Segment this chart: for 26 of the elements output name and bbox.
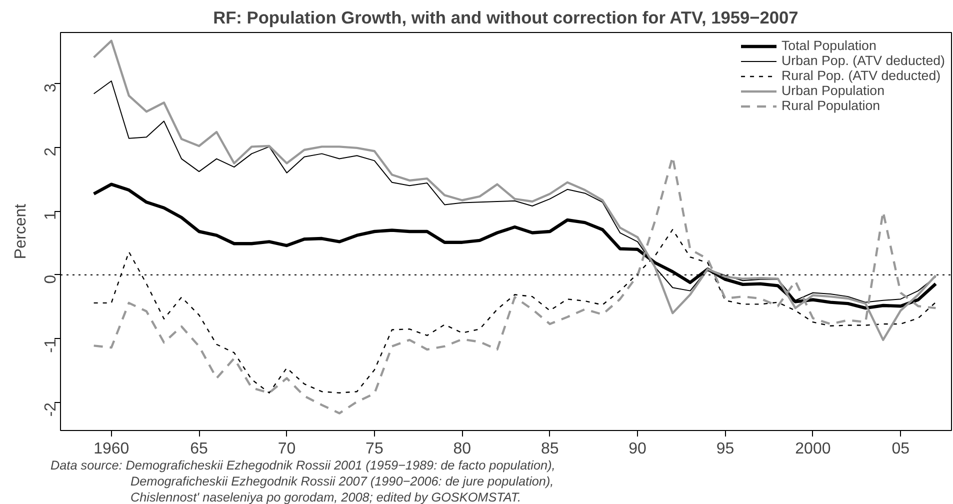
legend-label: Urban Pop. (ATV deducted) — [782, 53, 945, 68]
x-tick-label: 65 — [190, 440, 208, 458]
y-tick-label: 3 — [42, 83, 60, 92]
x-tick-label: 05 — [892, 440, 910, 458]
source-note: Data source: Demograficheskii Ezhegodnik Rossii 2001 (1959−1989: de facto population), — [50, 458, 556, 472]
y-tick-label: -2 — [42, 402, 60, 417]
y-axis-title: Percent — [12, 203, 30, 260]
x-tick-label: 80 — [453, 440, 472, 458]
legend-label: Urban Population — [782, 83, 885, 98]
chart-title: RF: Population Growth, with and without correction for ATV, 1959−2007 — [213, 8, 798, 28]
text: Chislennost' naseleniya po gorodam, 2008; edited by GOSKOMSTAT. — [130, 490, 522, 504]
text: Demograficheskii Ezhegodnik Rossii 2007 (1990−2006: de jure population), — [130, 474, 554, 488]
x-tick-label: 2000 — [795, 440, 831, 458]
y-tick-label: 0 — [42, 274, 60, 284]
legend-label: Rural Population — [782, 98, 880, 113]
y-tick-label: -1 — [42, 338, 60, 353]
x-tick-label: 70 — [278, 440, 296, 458]
x-tick-label: 95 — [716, 440, 734, 458]
x-tick-label: 75 — [366, 440, 384, 458]
y-tick-label: 2 — [42, 147, 60, 156]
y-tick-label: 1 — [42, 210, 60, 220]
x-tick-label: 90 — [628, 440, 647, 458]
x-tick-label: 85 — [540, 440, 559, 458]
legend-label: Rural Pop. (ATV deducted) — [782, 68, 941, 83]
legend-label: Total Population — [782, 38, 876, 53]
x-tick-label: 1960 — [94, 440, 130, 458]
